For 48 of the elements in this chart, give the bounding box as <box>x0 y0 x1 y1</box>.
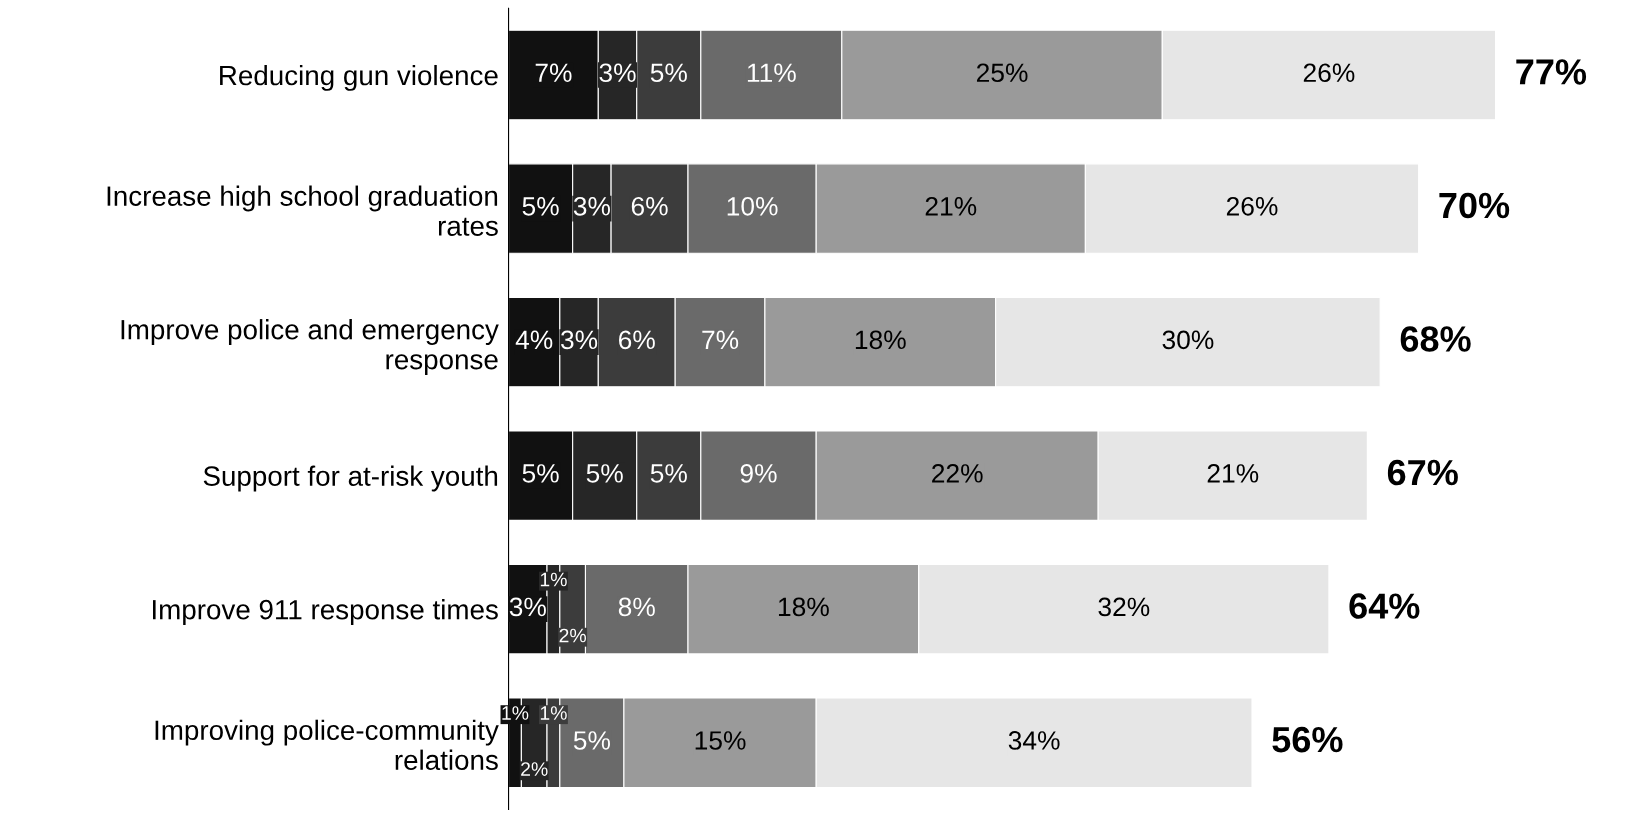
data-label: 5% <box>586 464 623 483</box>
total-label: 70% <box>1439 192 1510 219</box>
data-label: 18% <box>855 330 906 350</box>
data-label: 21% <box>1207 464 1259 483</box>
y-tick-label: Support for at-risk youth <box>203 465 498 492</box>
data-label: 3% <box>560 330 598 350</box>
y-tick-label: Improve 911 response times <box>153 599 498 625</box>
data-label: 15% <box>695 731 746 750</box>
data-label: 5% <box>650 63 687 83</box>
data-label: 1% <box>502 706 529 720</box>
data-label: 2% <box>559 628 587 643</box>
data-label: 3% <box>573 196 611 216</box>
data-label: 5% <box>573 731 611 750</box>
total-label: 67% <box>1387 459 1458 486</box>
data-label: 32% <box>1098 597 1150 617</box>
data-label: 21% <box>925 196 977 216</box>
data-label: 5% <box>650 464 687 483</box>
data-label: 30% <box>1162 330 1214 350</box>
y-tick-label: Improve police and emergency response <box>121 319 499 375</box>
data-label: 11% <box>747 63 796 83</box>
total-label: 56% <box>1272 726 1343 753</box>
data-label: 6% <box>631 196 668 216</box>
total-label: 68% <box>1400 326 1471 352</box>
total-label: 77% <box>1516 59 1587 85</box>
data-label: 1% <box>540 706 567 720</box>
y-tick-label: Increase high school graduation rates <box>107 185 498 236</box>
y-tick-label: Improving police-community relations <box>155 719 499 771</box>
data-label: 7% <box>535 63 572 83</box>
data-label: 26% <box>1303 63 1355 83</box>
data-label: 22% <box>932 464 983 483</box>
data-label: 9% <box>740 464 777 483</box>
data-label: 4% <box>515 330 553 350</box>
data-label: 26% <box>1226 196 1278 216</box>
data-label: 18% <box>778 597 829 617</box>
data-label: 25% <box>976 63 1028 83</box>
data-label: 2% <box>521 762 548 776</box>
data-label: 5% <box>522 197 559 216</box>
data-label: 3% <box>509 597 546 617</box>
data-label: 34% <box>1008 731 1060 750</box>
data-label: 5% <box>522 464 559 483</box>
data-label: 6% <box>619 330 655 350</box>
data-label: 10% <box>727 196 778 216</box>
data-label: 7% <box>702 330 739 350</box>
data-label: 8% <box>618 597 655 617</box>
data-label: 3% <box>599 63 636 83</box>
total-label: 64% <box>1349 593 1420 619</box>
y-tick-label: Reducing gun violence <box>220 64 498 91</box>
data-label: 1% <box>540 572 567 587</box>
